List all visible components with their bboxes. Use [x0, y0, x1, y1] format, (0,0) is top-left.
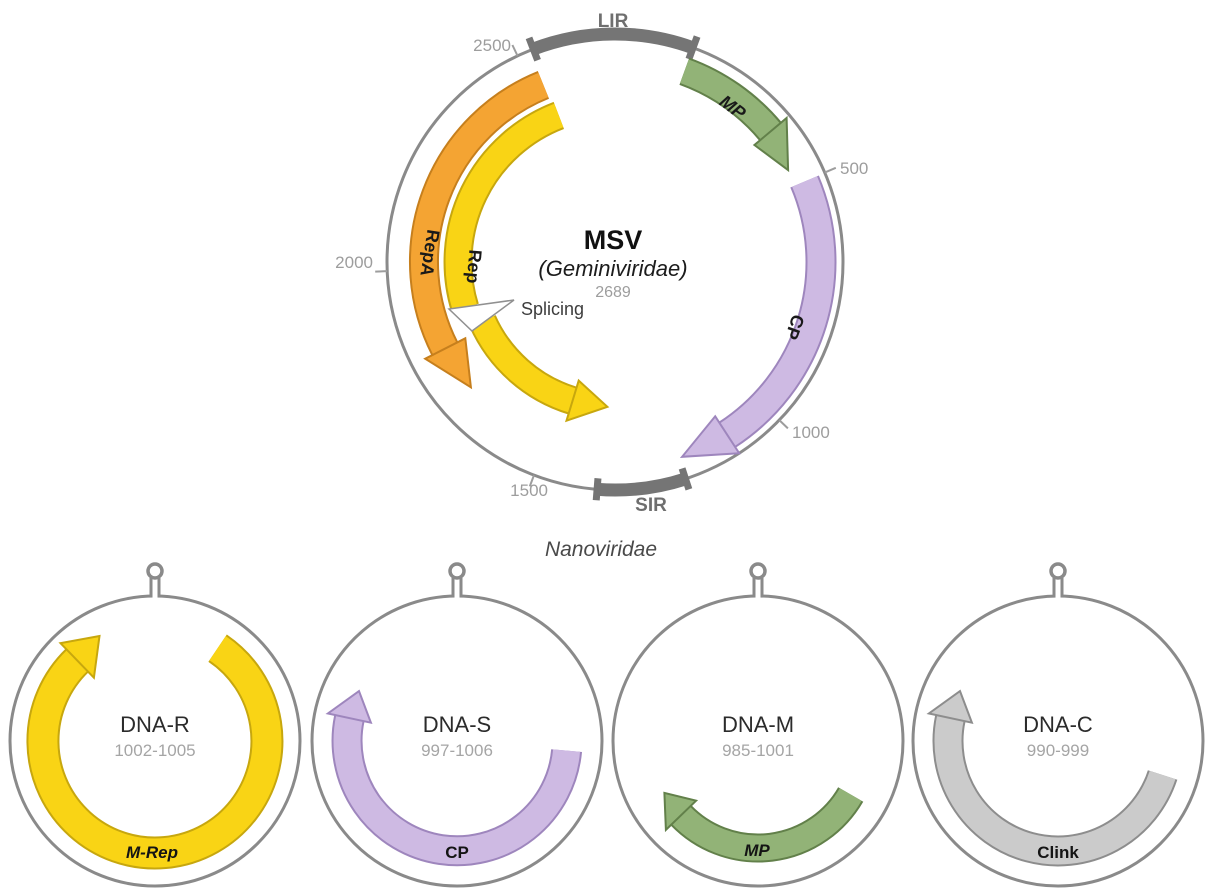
dna-r-gene-arrowhead — [58, 634, 101, 680]
repa-gene-arrowhead — [423, 336, 473, 390]
dna-s-gene-label: CP — [445, 843, 469, 862]
nanoviridae-title: Nanoviridae — [545, 538, 657, 561]
mp-gene-arrow: MP — [679, 57, 790, 173]
dna-c-segment: DNA-C 990-999 Clink — [911, 562, 1205, 888]
tick-1000 — [778, 419, 789, 430]
dna-r-gene-label: M-Rep — [126, 843, 178, 862]
dna-s-hairpin-gap — [454, 590, 460, 602]
msv-title: MSV — [584, 225, 643, 255]
rep-exon1-body — [445, 103, 564, 312]
rep-exon2-body — [471, 315, 577, 413]
dna-c-range: 990-999 — [1027, 741, 1089, 760]
dna-r-range: 1002-1005 — [114, 741, 195, 760]
dna-s-hairpin-stem — [451, 578, 463, 597]
dna-r-hairpin-stem — [149, 578, 161, 597]
lir-end-cap-left — [525, 36, 541, 62]
splicing-label: Splicing — [521, 299, 584, 319]
dna-m-gene-arrowhead — [663, 791, 699, 833]
dna-r-gene-body — [28, 636, 282, 868]
sir-region: SIR — [592, 467, 693, 516]
mp-gene-body — [679, 59, 781, 140]
dna-m-hairpin-loop — [749, 562, 767, 580]
cp-gene-arrowhead — [679, 414, 741, 458]
rep-gene-arrowhead — [564, 378, 610, 423]
dna-s-hairpin-loop — [448, 562, 466, 580]
dna-c-hairpin-loop — [1049, 562, 1067, 580]
dna-m-hairpin-stem — [752, 578, 764, 597]
dna-r-hairpin-loop — [146, 562, 164, 580]
dna-s-gene-arrowhead — [325, 689, 373, 725]
sir-end-cap-right — [678, 467, 693, 491]
dna-m-gene-body — [672, 787, 862, 861]
dna-m-range: 985-1001 — [722, 741, 794, 760]
dna-m-segment: DNA-M 985-1001 MP — [611, 562, 905, 888]
dna-c-hairpin-gap — [1055, 590, 1061, 602]
tick-1500 — [528, 474, 535, 487]
rep-gene-arrow: Rep Splicing — [443, 101, 610, 423]
dna-r-segment: DNA-R 1002-1005 M-Rep — [8, 562, 302, 888]
dna-c-gene-label: Clink — [1037, 843, 1079, 862]
dna-s-name: DNA-S — [423, 712, 491, 737]
dna-m-name: DNA-M — [722, 712, 794, 737]
tick-label-1500: 1500 — [510, 481, 548, 500]
sir-end-cap-left — [592, 478, 602, 501]
cp-gene-body — [719, 176, 835, 447]
lir-end-cap-right — [685, 35, 701, 61]
tick-2500 — [511, 44, 519, 57]
repa-gene-body — [410, 72, 549, 355]
lir-label: LIR — [598, 11, 629, 32]
msv-genome-size: 2689 — [595, 284, 631, 301]
dna-r-name: DNA-R — [120, 712, 190, 737]
cp-gene-arrow: CP — [679, 175, 837, 458]
dna-s-segment: DNA-S 997-1006 CP — [310, 562, 604, 888]
sir-region-arc — [596, 472, 688, 497]
sir-label: SIR — [635, 495, 667, 516]
splicing-intron-notch — [447, 299, 515, 332]
msv-family-label: (Geminiviridae) — [538, 256, 687, 281]
msv-position-ticks — [375, 44, 837, 487]
tick-label-1000: 1000 — [792, 423, 830, 442]
dna-s-range: 997-1006 — [421, 741, 493, 760]
msv-genome-map: 2500 500 1000 1500 2000 LIR SIR MP — [335, 11, 868, 516]
lir-region-arc — [530, 27, 696, 56]
repa-gene-arrow: RepA — [408, 70, 550, 390]
lir-region: LIR — [525, 11, 701, 62]
tick-label-2500: 2500 — [473, 36, 511, 55]
dna-c-hairpin-stem — [1052, 578, 1064, 597]
dna-c-name: DNA-C — [1023, 712, 1093, 737]
dna-r-hairpin-gap — [152, 590, 158, 602]
mp-gene-arrowhead — [752, 115, 790, 173]
dna-c-gene-arrowhead — [926, 689, 974, 725]
tick-2000 — [375, 270, 388, 273]
tick-500 — [824, 166, 837, 174]
dna-m-gene-label: MP — [744, 841, 770, 860]
tick-label-2000: 2000 — [335, 253, 373, 272]
dna-s-gene-body — [333, 715, 581, 865]
dna-m-hairpin-gap — [755, 590, 761, 602]
rep-gene-label: Rep — [463, 249, 486, 285]
tick-label-500: 500 — [840, 159, 868, 178]
dna-c-gene-body — [934, 715, 1176, 865]
